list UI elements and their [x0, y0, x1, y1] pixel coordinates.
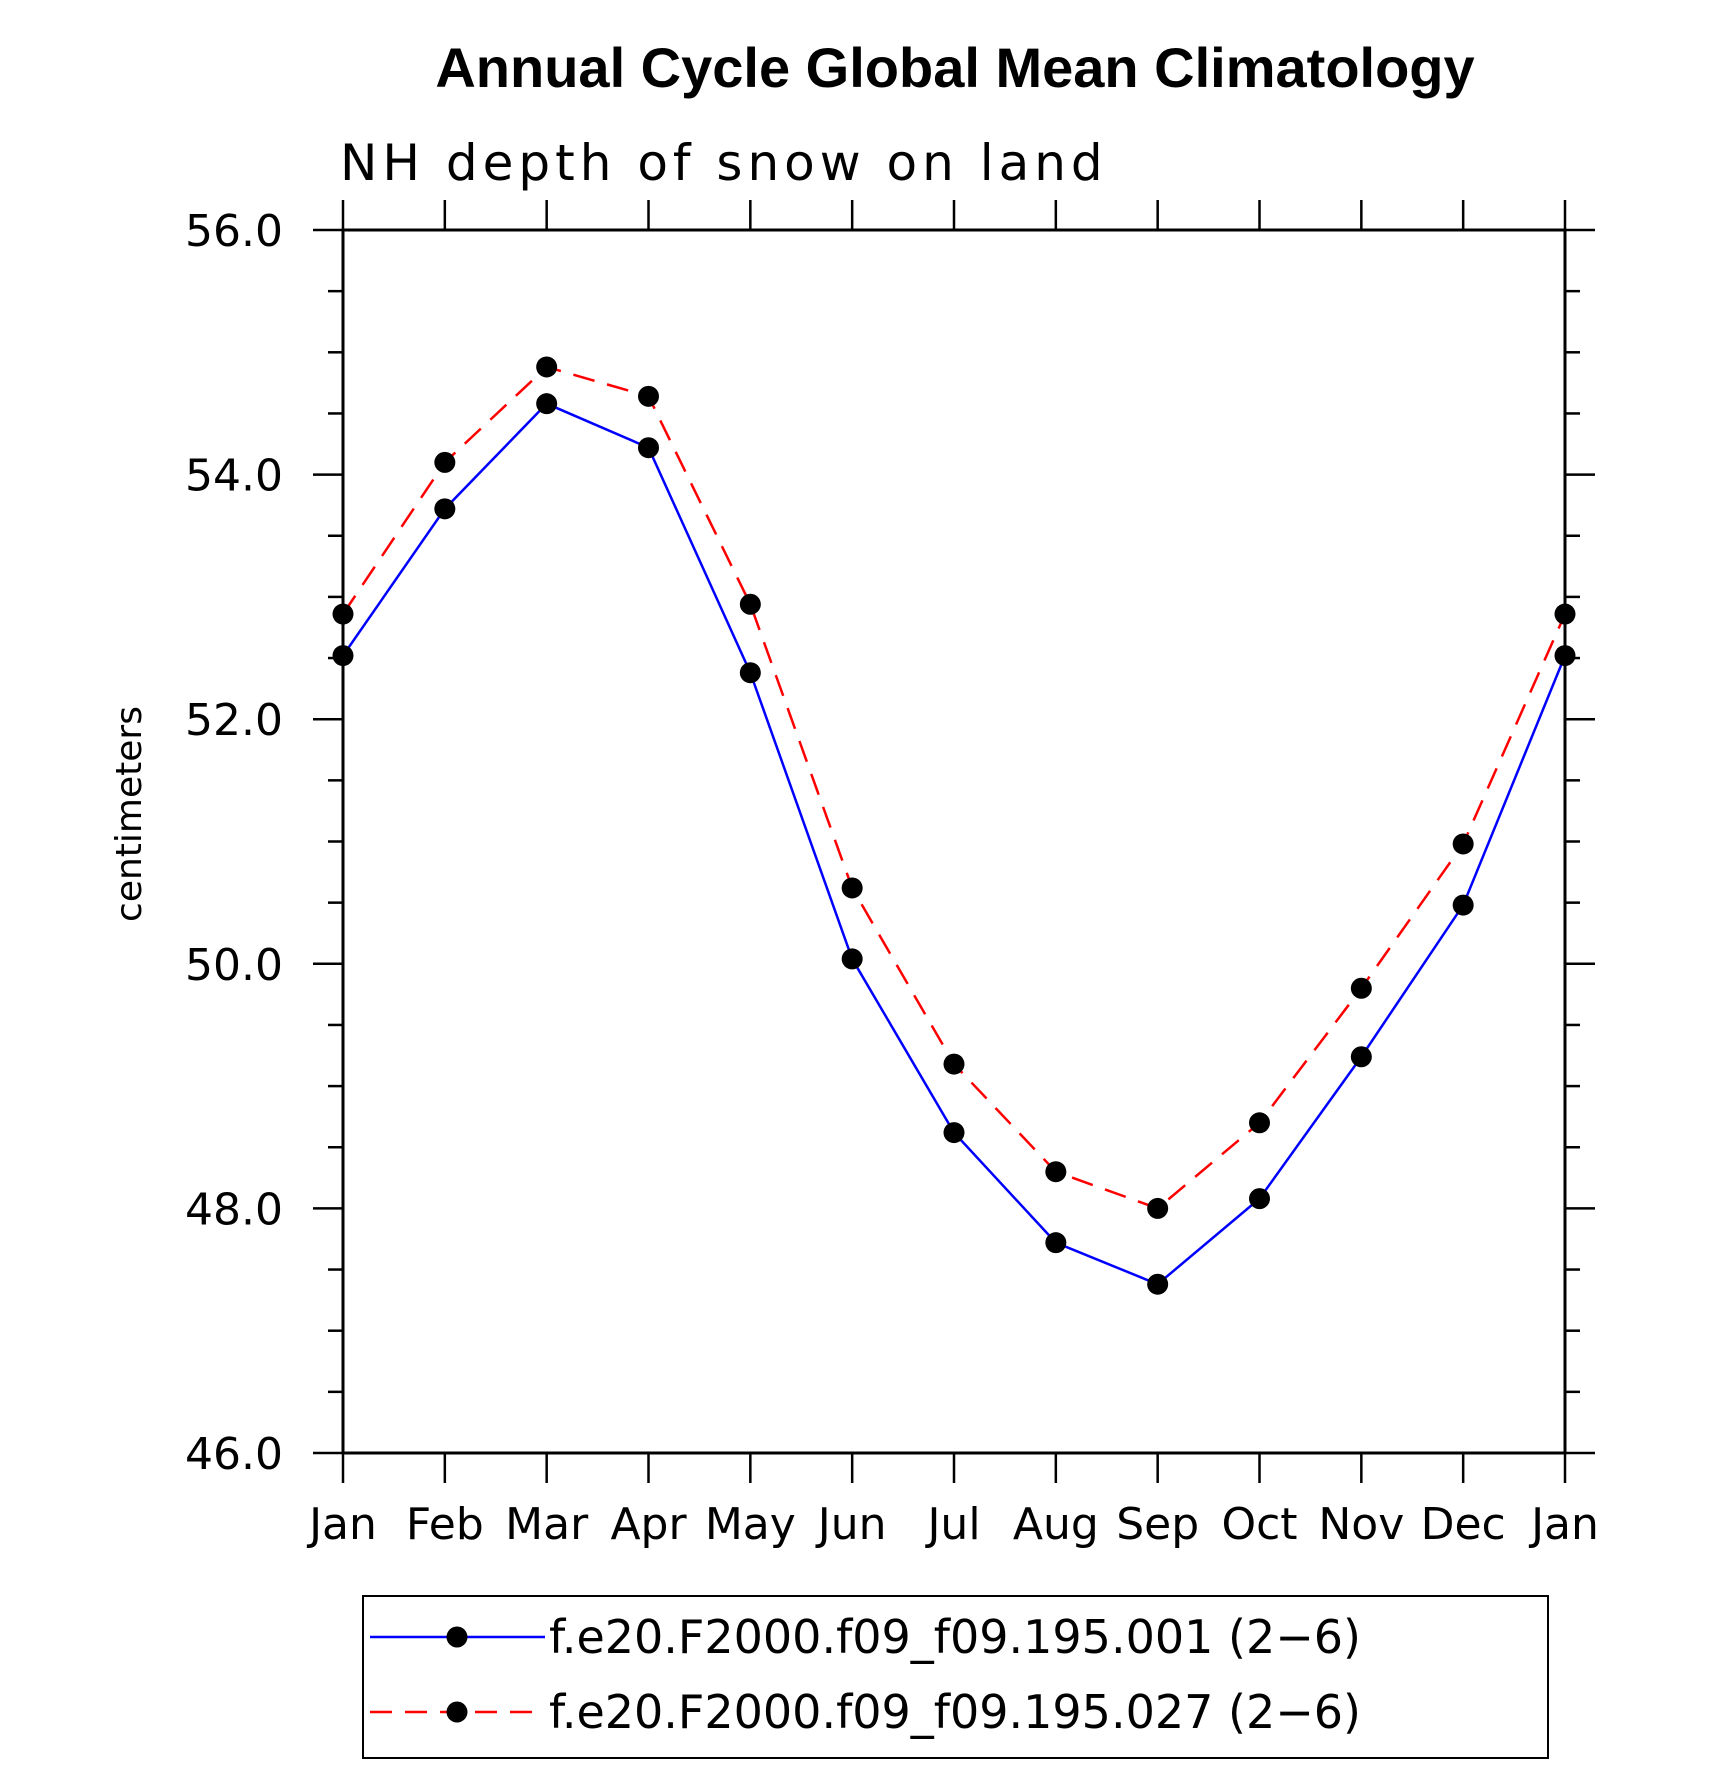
legend-marker-2 — [446, 1701, 468, 1723]
x-tick-label: May — [705, 1499, 796, 1550]
data-point — [841, 877, 863, 899]
y-tick-label: 48.0 — [185, 1184, 283, 1235]
y-tick-label: 50.0 — [185, 940, 283, 991]
plot-frame — [341, 228, 1567, 1455]
x-tick-label: Mar — [505, 1499, 589, 1550]
legend-box — [362, 1595, 1549, 1759]
data-point — [943, 1122, 965, 1144]
data-point — [1249, 1188, 1270, 1210]
legend-marker-1 — [446, 1626, 468, 1648]
x-tick-label: Feb — [406, 1499, 484, 1550]
x-tick-label: Aug — [1013, 1499, 1099, 1550]
data-point — [332, 603, 354, 625]
y-axis-label: centimeters — [109, 706, 150, 922]
x-tick-label: Oct — [1221, 1499, 1297, 1550]
data-point — [1452, 833, 1474, 855]
data-point — [1554, 645, 1576, 667]
x-tick-label: Dec — [1421, 1499, 1506, 1550]
x-tick-label: Jun — [815, 1499, 887, 1550]
series-line-1 — [341, 402, 1567, 1286]
y-tick-label: 56.0 — [185, 206, 283, 257]
chart-subtitle: NH depth of snow on land — [340, 134, 1108, 192]
data-point — [739, 662, 761, 684]
chart-title: Annual Cycle Global Mean Climatology — [435, 36, 1474, 99]
legend: f.e20.F2000.f09_f09.195.001 (2−6) f.e20.F… — [362, 1595, 1549, 1759]
series-line-2 — [341, 365, 1567, 1210]
data-point — [1350, 1046, 1372, 1068]
legend-label-2: f.e20.F2000.f09_f09.195.027 (2−6) — [549, 1685, 1361, 1739]
data-point — [1350, 977, 1372, 999]
data-point — [638, 437, 659, 459]
data-point — [943, 1053, 965, 1075]
data-point — [739, 593, 761, 615]
axes: 46.0 48.0 50.0 52.0 54.0 56.0 Jan Feb Mar Apr May J… — [185, 200, 1599, 1550]
data-point — [536, 393, 558, 415]
data-point — [536, 356, 558, 378]
y-tick-label: 52.0 — [185, 695, 283, 746]
data-point — [1249, 1112, 1270, 1134]
y-tick-label: 46.0 — [185, 1429, 283, 1480]
data-point — [638, 385, 659, 407]
x-tick-label: Jan — [1528, 1499, 1599, 1550]
data-point — [1147, 1273, 1169, 1295]
x-tick-label: Apr — [610, 1499, 687, 1550]
legend-label-1: f.e20.F2000.f09_f09.195.001 (2−6) — [549, 1610, 1361, 1664]
data-point — [434, 498, 456, 520]
series — [332, 356, 1576, 1295]
data-point — [434, 451, 456, 473]
data-point — [841, 948, 863, 970]
data-point — [1452, 894, 1474, 916]
data-point — [332, 645, 354, 667]
x-tick-label: Jan — [306, 1499, 377, 1550]
data-point — [1045, 1232, 1067, 1254]
data-point — [1045, 1161, 1067, 1183]
y-tick-label: 54.0 — [185, 451, 283, 502]
data-point — [1147, 1197, 1169, 1219]
x-tick-label: Nov — [1318, 1499, 1404, 1550]
x-tick-label: Jul — [924, 1499, 980, 1550]
x-tick-label: Sep — [1116, 1499, 1199, 1550]
data-point — [1554, 603, 1576, 625]
